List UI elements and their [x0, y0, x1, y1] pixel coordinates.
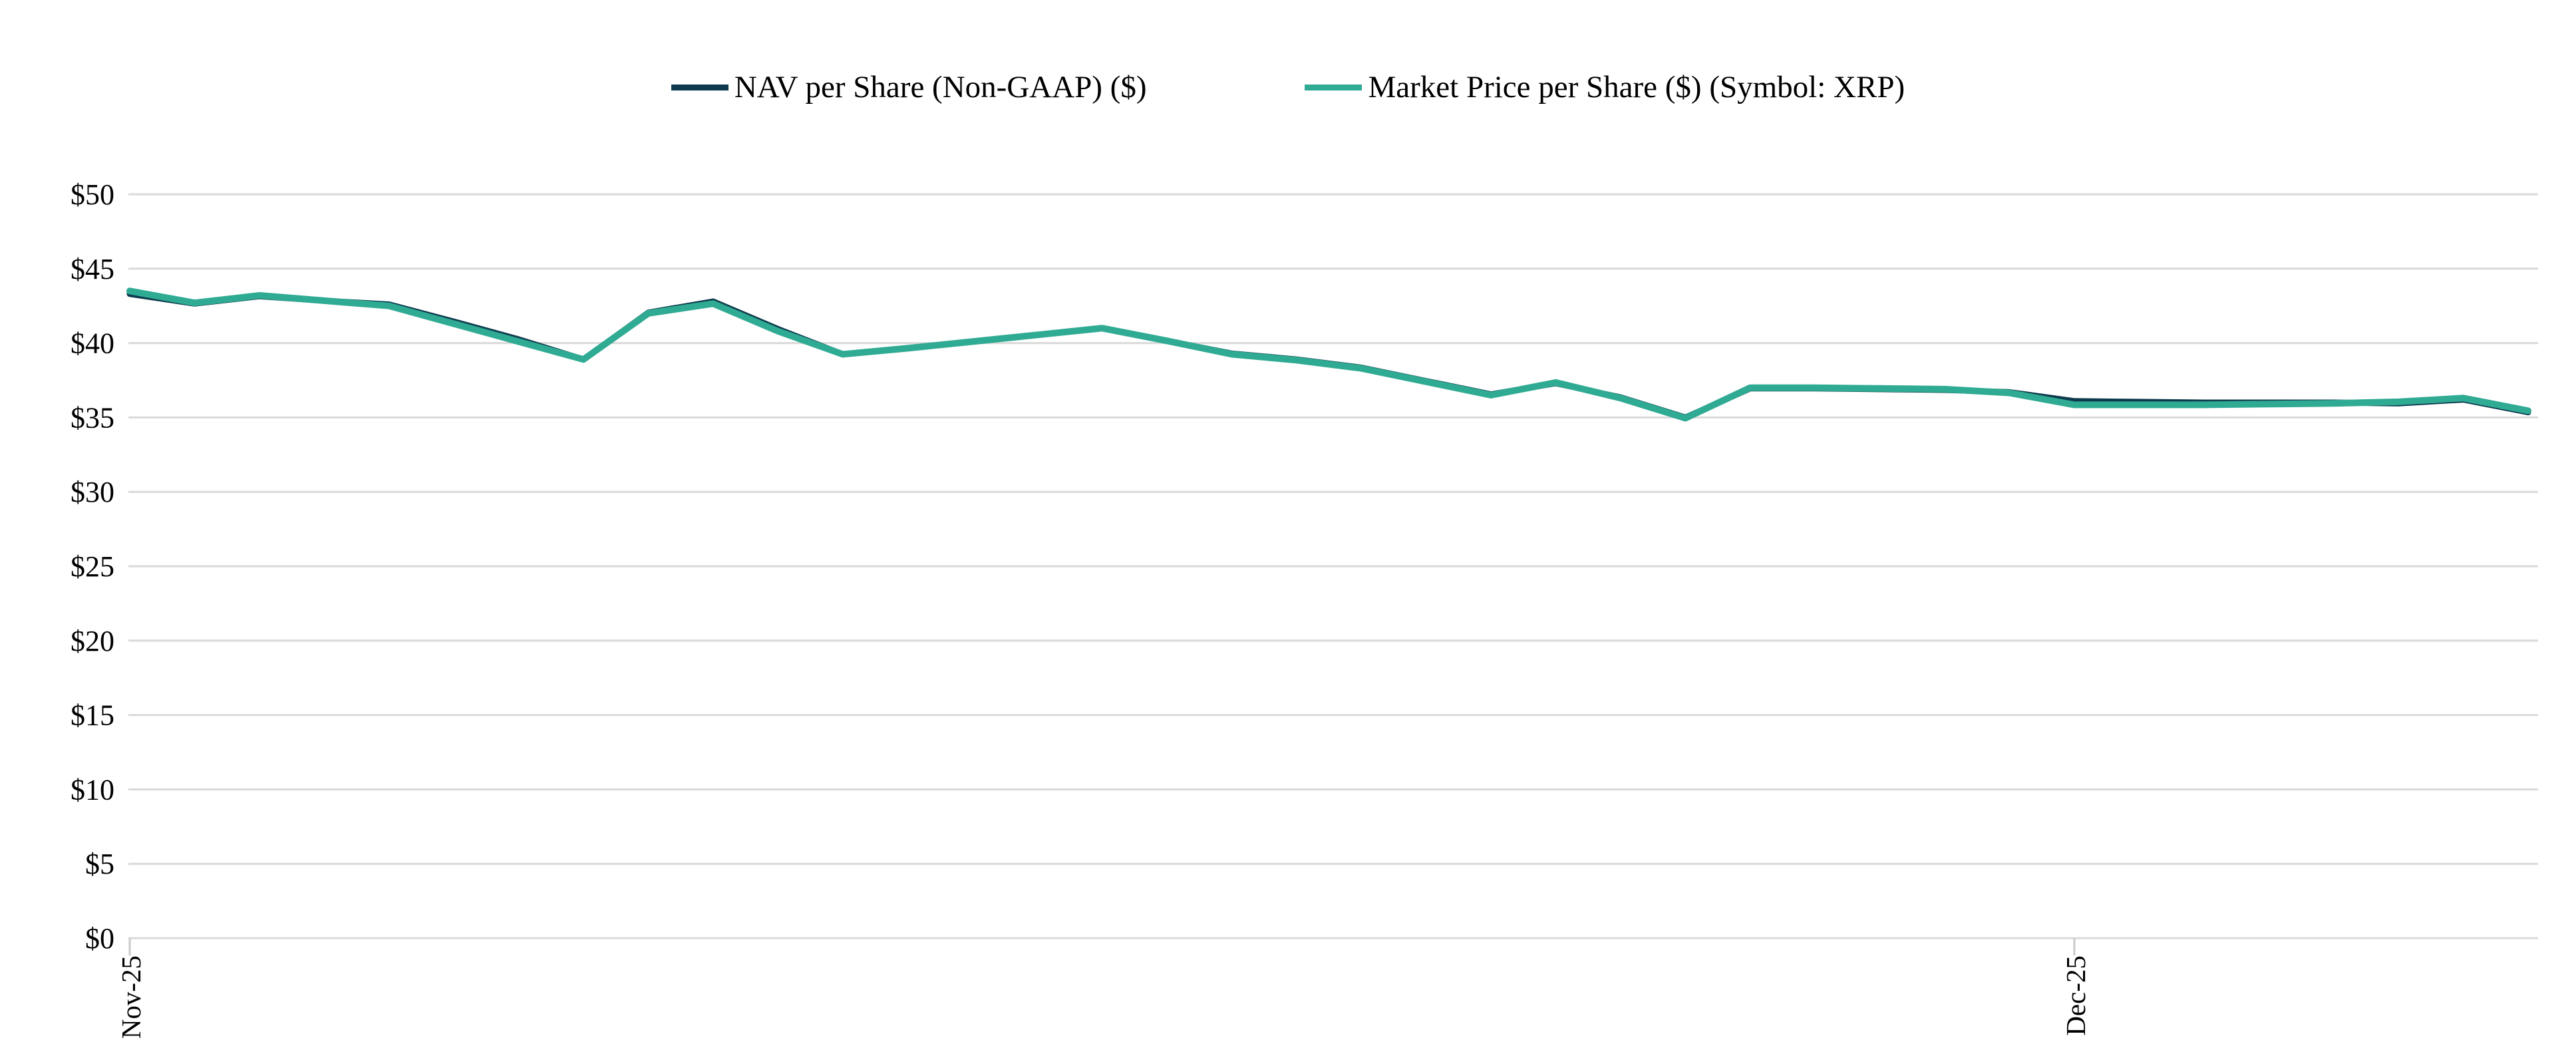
y-axis-label: $45 — [71, 253, 114, 285]
legend-line-swatch-nav-icon — [671, 84, 728, 90]
legend-label-nav: NAV per Share (Non-GAAP) ($) — [734, 70, 1147, 104]
x-axis-label: Nov-25 — [116, 955, 146, 1039]
legend-label-market: Market Price per Share ($) (Symbol: XRP) — [1368, 70, 1905, 104]
chart-legend: NAV per Share (Non-GAAP) ($) Market Pric… — [0, 69, 2576, 105]
legend-item-market: Market Price per Share ($) (Symbol: XRP) — [1305, 69, 1905, 105]
y-axis-label: $5 — [85, 848, 114, 880]
y-axis-label: $30 — [71, 476, 114, 508]
legend-line-swatch-market-icon — [1305, 84, 1363, 90]
y-axis-label: $35 — [71, 401, 114, 434]
y-axis-label: $10 — [71, 773, 114, 806]
y-axis-label: $50 — [71, 178, 114, 211]
y-axis-label: $0 — [85, 922, 114, 955]
y-axis-label: $40 — [71, 327, 114, 360]
legend-item-nav: NAV per Share (Non-GAAP) ($) — [671, 69, 1147, 105]
x-axis-label: Dec-25 — [2060, 955, 2091, 1036]
series-line-nav — [126, 291, 2531, 421]
y-axis-label: $15 — [71, 699, 114, 732]
y-axis-label: $25 — [71, 550, 114, 583]
series-line-market — [126, 287, 2531, 422]
y-axis-label: $20 — [71, 625, 114, 657]
